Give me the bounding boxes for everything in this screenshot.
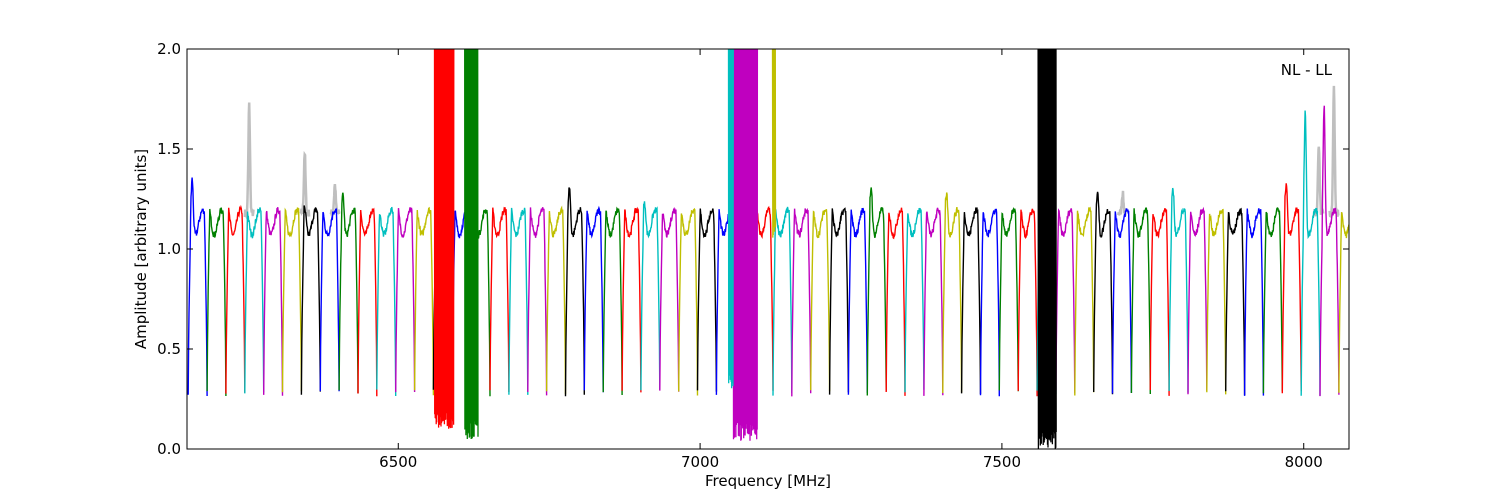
- passband-series-2: [225, 204, 246, 394]
- passband-series-46: [1055, 208, 1076, 394]
- passband-series-1: [206, 207, 227, 397]
- passband-series-47: [1074, 206, 1095, 396]
- data-layer: [187, 49, 1349, 449]
- passband-series-25: [659, 206, 680, 392]
- passband-series-18: [527, 207, 548, 396]
- passband-series-0: [187, 177, 208, 397]
- passband-series-59: [1300, 110, 1321, 396]
- plot-area-frame: [186, 48, 1350, 450]
- x-tick-label: 7500: [983, 453, 1021, 471]
- passband-series-38: [904, 207, 925, 393]
- passband-series-39: [923, 207, 944, 396]
- panel-annotation: NL - LL: [1281, 61, 1333, 79]
- passband-series-22: [602, 206, 623, 396]
- passband-series-61: [1338, 211, 1349, 393]
- x-tick-label: 6500: [379, 453, 417, 471]
- x-tick-label: 7000: [681, 453, 719, 471]
- reference-spike-4: [1328, 85, 1340, 218]
- passband-series-11: [395, 207, 416, 393]
- rfi-burst-2: [732, 49, 759, 441]
- passband-series-52: [1168, 187, 1189, 393]
- passband-series-5: [281, 207, 303, 393]
- passband-series-55: [1224, 207, 1246, 396]
- passband-series-44: [1017, 208, 1038, 397]
- axis-ticks: 6500 7000 7500 8000 0.0 0.5 1.0 1.5 2.0: [157, 40, 1349, 471]
- passband-series-7: [319, 207, 340, 392]
- passband-series-36: [866, 187, 887, 396]
- passband-series-41: [960, 207, 982, 395]
- passband-series-20: [564, 187, 585, 397]
- passband-series-19: [545, 205, 567, 395]
- rfi-burst-5: [1037, 49, 1057, 449]
- y-tick-label: 2.0: [157, 40, 181, 58]
- passband-series-50: [1130, 207, 1152, 395]
- passband-series-17: [508, 207, 529, 395]
- y-tick-label: 0.0: [157, 440, 181, 458]
- passband-series-9: [357, 207, 378, 397]
- passband-series-35: [847, 207, 868, 395]
- rfi-burst-3: [727, 49, 734, 389]
- rfi-burst-4: [771, 49, 777, 238]
- passband-series-33: [810, 209, 831, 392]
- passband-series-58: [1281, 183, 1302, 394]
- passband-series-4: [263, 207, 284, 396]
- passband-series-16: [489, 206, 510, 393]
- rfi-burst-0: [433, 49, 455, 429]
- rfi-burst-1: [464, 49, 479, 440]
- passband-series-23: [621, 206, 642, 393]
- passband-series-56: [1243, 208, 1265, 396]
- passband-series-21: [583, 205, 604, 393]
- passband-series-54: [1206, 208, 1227, 395]
- passband-series-26: [678, 207, 699, 396]
- y-tick-label: 1.0: [157, 240, 181, 258]
- passband-series-49: [1111, 208, 1133, 394]
- passband-series-42: [979, 208, 1000, 397]
- x-axis-label: Frequency [MHz]: [705, 472, 831, 490]
- y-tick-label: 0.5: [157, 340, 181, 358]
- reference-spike-1: [299, 150, 311, 219]
- x-tick-label: 8000: [1285, 453, 1323, 471]
- passband-series-34: [828, 207, 850, 395]
- passband-series-37: [885, 207, 906, 396]
- passband-series-48: [1092, 191, 1114, 395]
- y-tick-label: 1.5: [157, 140, 181, 158]
- passband-series-53: [1187, 206, 1208, 395]
- passband-series-10: [376, 206, 397, 397]
- passband-series-32: [791, 208, 812, 397]
- passband-series-43: [998, 206, 1019, 392]
- passband-series-57: [1262, 207, 1284, 394]
- reference-spike-0: [243, 102, 255, 220]
- passband-series-51: [1149, 208, 1170, 396]
- passband-series-8: [338, 192, 359, 394]
- passband-series-40: [942, 192, 963, 394]
- passband-series-24: [640, 201, 661, 391]
- reference-spike-2: [329, 183, 341, 216]
- passband-series-31: [772, 206, 793, 396]
- passband-series-27: [696, 208, 718, 392]
- y-axis-label: Amplitude [arbitrary units]: [132, 149, 150, 349]
- passband-series-12: [413, 206, 435, 396]
- passband-series-3: [244, 207, 265, 394]
- passband-series-6: [300, 205, 321, 395]
- reference-spike-3: [1117, 190, 1128, 216]
- passband-series-60: [1319, 105, 1340, 397]
